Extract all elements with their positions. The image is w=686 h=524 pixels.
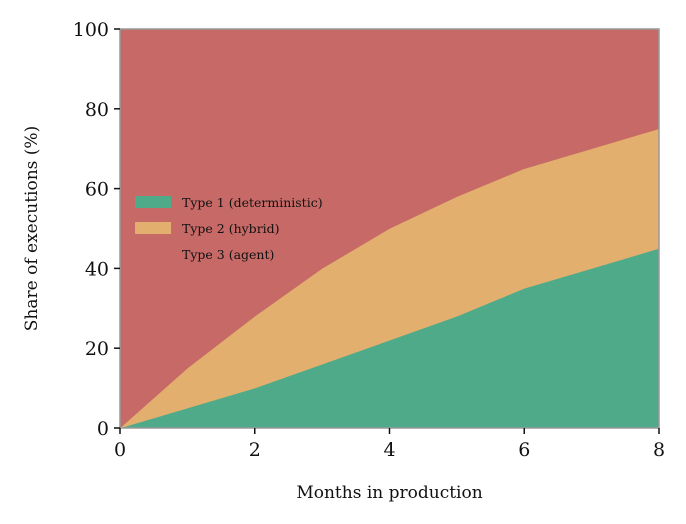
y-tick-label: 40 xyxy=(85,258,109,280)
x-tick-label: 8 xyxy=(653,439,665,461)
legend-label: Type 1 (deterministic) xyxy=(182,195,323,210)
x-tick-label: 6 xyxy=(518,439,530,461)
y-tick-label: 60 xyxy=(85,179,109,201)
legend-label: Type 2 (hybrid) xyxy=(182,221,280,236)
legend: Type 1 (deterministic) Type 2 (hybrid) Typ… xyxy=(135,195,323,262)
x-tick-label: 0 xyxy=(114,439,126,461)
legend-label: Type 3 (agent) xyxy=(182,247,274,262)
y-tick-label: 100 xyxy=(73,19,109,41)
legend-swatch xyxy=(135,248,171,260)
y-tick-label: 20 xyxy=(85,338,109,360)
y-tick-label: 80 xyxy=(85,99,109,121)
legend-swatch xyxy=(135,222,171,234)
y-axis: 0 20 40 60 80 100 xyxy=(73,19,120,440)
x-axis: 0 2 4 6 8 xyxy=(114,428,665,461)
x-axis-title: Months in production xyxy=(296,483,482,503)
x-tick-label: 2 xyxy=(249,439,261,461)
y-axis-title: Share of executions (%) xyxy=(22,126,42,331)
y-tick-label: 0 xyxy=(97,418,109,440)
x-tick-label: 4 xyxy=(383,439,395,461)
legend-swatch xyxy=(135,196,171,208)
